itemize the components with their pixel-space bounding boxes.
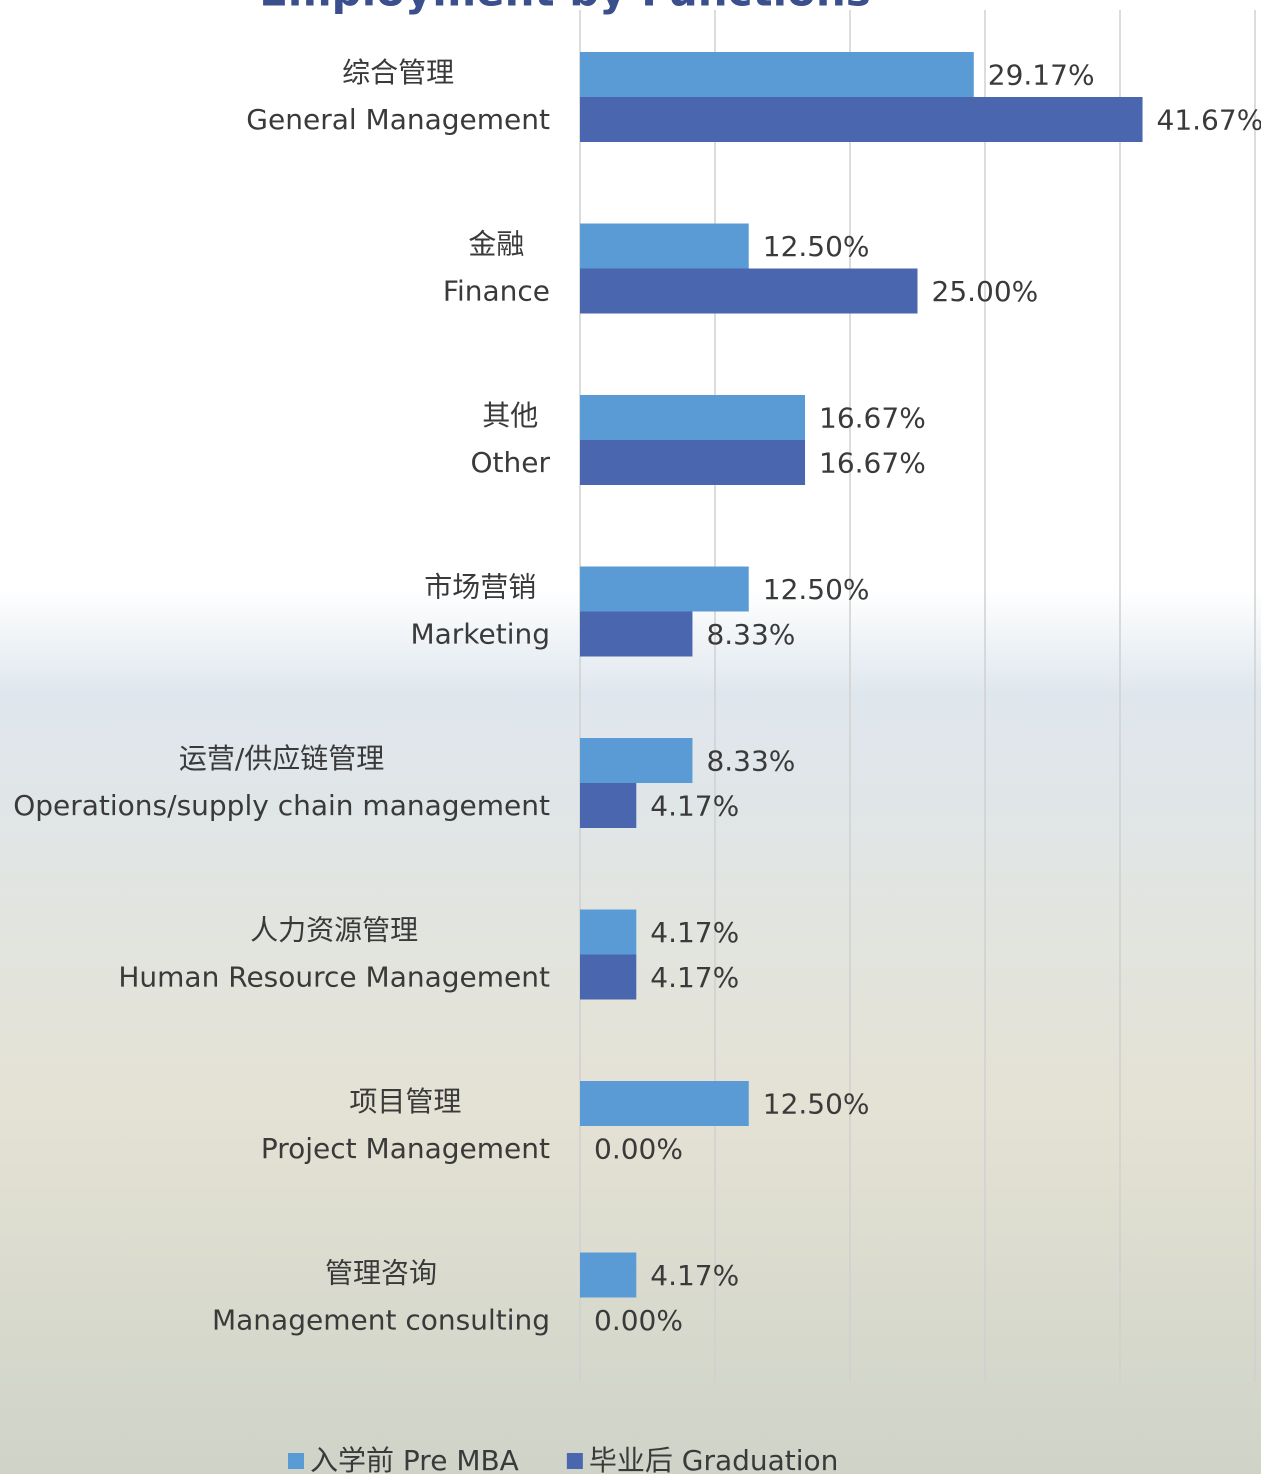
bar (580, 52, 974, 97)
data-label: 4.17% (650, 961, 739, 994)
category-label: 管理咨询 (325, 1257, 437, 1290)
bar (580, 1252, 637, 1298)
data-label: 16.67% (819, 447, 926, 480)
bar (580, 738, 693, 783)
bar (580, 954, 637, 1000)
category-label: Operations/supply chain management (13, 789, 550, 822)
legend-swatch (288, 1453, 304, 1469)
data-label: 4.17% (650, 916, 739, 949)
category-label: Human Resource Management (118, 961, 550, 994)
bar (580, 440, 806, 485)
data-label: 12.50% (763, 1088, 870, 1121)
data-label: 0.00% (594, 1133, 683, 1166)
data-label: 25.00% (932, 275, 1039, 308)
category-label: Other (470, 446, 550, 479)
category-label: 综合管理 (342, 56, 454, 89)
category-label: 项目管理 (349, 1085, 461, 1118)
data-label: 8.33% (706, 745, 795, 778)
legend-label: 毕业后 Graduation (589, 1444, 839, 1474)
category-label: 金融 (468, 228, 524, 261)
data-label: 12.50% (763, 230, 870, 263)
data-label: 4.17% (650, 1259, 739, 1292)
bar (580, 97, 1143, 142)
category-label: Marketing (410, 618, 550, 651)
bar (580, 395, 806, 440)
legend-swatch (566, 1453, 583, 1469)
bar (580, 611, 693, 657)
data-label: 12.50% (763, 573, 870, 606)
category-label: 其他 (482, 399, 538, 432)
category-label: 人力资源管理 (250, 914, 418, 947)
category-label: 运营/供应链管理 (179, 742, 384, 775)
bar (580, 268, 918, 314)
bar (580, 566, 749, 612)
legend-label: 入学前 Pre MBA (310, 1444, 519, 1474)
data-label: 16.67% (819, 402, 926, 435)
data-label: 0.00% (594, 1304, 683, 1337)
bar (580, 1081, 749, 1126)
category-label: Project Management (261, 1132, 550, 1165)
data-label: 8.33% (706, 618, 795, 651)
category-label: 市场营销 (424, 571, 536, 604)
chart-title: Employment by Functions (259, 0, 871, 16)
data-label: 41.67% (1157, 104, 1261, 137)
bar (580, 223, 749, 269)
category-label: Management consulting (212, 1304, 550, 1337)
category-label: General Management (246, 103, 550, 136)
data-label: 29.17% (988, 59, 1095, 92)
bar (580, 909, 637, 955)
category-label: Finance (443, 275, 550, 308)
bar (580, 783, 637, 828)
data-label: 4.17% (650, 790, 739, 823)
